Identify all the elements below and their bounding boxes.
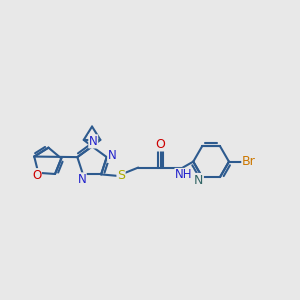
Text: O: O [32, 169, 41, 182]
Text: O: O [156, 138, 166, 151]
Text: NH: NH [175, 169, 193, 182]
Text: N: N [108, 149, 116, 162]
Text: Br: Br [242, 155, 256, 168]
Text: S: S [117, 169, 125, 182]
Text: N: N [77, 173, 86, 186]
Text: N: N [89, 135, 98, 148]
Text: N: N [194, 173, 203, 187]
